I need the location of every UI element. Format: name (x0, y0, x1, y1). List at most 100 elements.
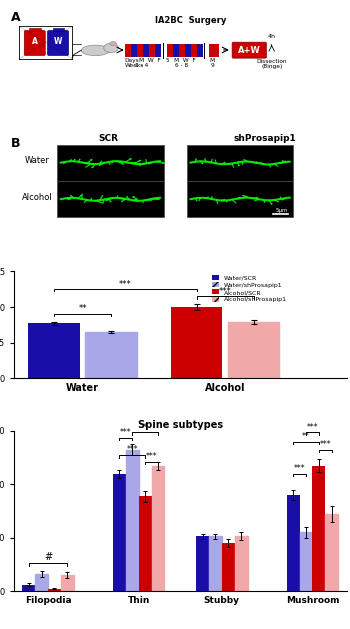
Text: A: A (11, 11, 20, 24)
Bar (313, 465, 326, 591)
Bar (61, 576, 74, 591)
Text: (Binge): (Binge) (261, 64, 282, 69)
Circle shape (238, 165, 240, 166)
Text: #: # (44, 552, 52, 562)
Bar (209, 537, 222, 591)
Bar (173, 44, 178, 57)
Bar (187, 145, 293, 181)
Bar (326, 514, 338, 591)
Text: IA2BC  Surgery: IA2BC Surgery (155, 16, 226, 25)
Text: 5: 5 (165, 58, 169, 63)
Bar (287, 495, 300, 591)
Text: ***: *** (307, 423, 318, 431)
Bar (125, 44, 131, 57)
Text: ***: *** (146, 452, 158, 461)
Text: Dissection: Dissection (257, 59, 287, 64)
Bar (85, 332, 137, 378)
Text: Alcohol: Alcohol (22, 193, 52, 202)
Text: Water: Water (25, 155, 50, 165)
Text: 4h: 4h (268, 34, 276, 39)
Circle shape (282, 160, 283, 161)
Circle shape (132, 196, 135, 198)
Text: SCR: SCR (99, 135, 119, 143)
Text: ***: *** (320, 440, 331, 449)
Text: A: A (32, 38, 38, 47)
Text: ***: *** (119, 279, 132, 289)
Bar (126, 450, 139, 591)
Circle shape (224, 199, 225, 200)
Ellipse shape (81, 45, 110, 55)
FancyBboxPatch shape (24, 31, 45, 55)
Bar (234, 537, 247, 591)
Text: **: ** (302, 432, 310, 441)
Text: W: W (54, 38, 62, 47)
Bar (113, 474, 126, 591)
Text: M: M (209, 58, 214, 63)
Bar (300, 533, 313, 591)
Bar (167, 44, 173, 57)
Circle shape (80, 195, 83, 196)
Bar (48, 589, 61, 591)
Bar (209, 44, 219, 57)
Circle shape (204, 159, 206, 160)
Circle shape (121, 201, 123, 202)
Circle shape (126, 196, 128, 198)
Bar (57, 181, 164, 217)
Bar (137, 44, 143, 57)
Bar (187, 181, 293, 217)
Circle shape (104, 43, 118, 52)
Text: 6 - 8: 6 - 8 (175, 62, 189, 67)
Circle shape (195, 159, 197, 160)
Bar (131, 44, 137, 57)
Bar (139, 496, 152, 591)
Text: ***: *** (120, 428, 132, 437)
Text: Days: Days (124, 58, 139, 63)
Circle shape (243, 159, 245, 160)
Bar (149, 44, 155, 57)
Circle shape (277, 201, 279, 202)
Bar (222, 543, 235, 591)
FancyBboxPatch shape (232, 42, 266, 58)
Circle shape (202, 163, 203, 164)
Circle shape (270, 203, 273, 204)
Text: B: B (11, 137, 20, 150)
Circle shape (282, 199, 283, 200)
Circle shape (79, 159, 80, 160)
Circle shape (150, 200, 152, 201)
Circle shape (124, 199, 125, 200)
Text: shProsapip1: shProsapip1 (234, 135, 296, 143)
Text: ***: *** (219, 287, 232, 296)
Bar (155, 44, 161, 57)
Text: M  W  F: M W F (174, 58, 195, 63)
Bar (144, 44, 149, 57)
Circle shape (162, 162, 165, 164)
Circle shape (134, 162, 136, 163)
Circle shape (91, 167, 94, 168)
Circle shape (157, 199, 160, 200)
Text: M  W  F: M W F (139, 58, 160, 63)
Circle shape (74, 159, 76, 160)
Circle shape (224, 162, 226, 163)
Bar (57, 145, 164, 181)
Bar (152, 465, 164, 591)
Circle shape (90, 159, 93, 160)
Bar (171, 307, 222, 378)
Bar (197, 44, 203, 57)
Circle shape (129, 158, 132, 160)
Bar (52, 28, 64, 31)
Circle shape (68, 199, 69, 200)
Circle shape (196, 200, 197, 201)
Bar (29, 28, 41, 31)
Bar (185, 44, 190, 57)
Text: 9: 9 (210, 62, 214, 67)
Circle shape (110, 42, 117, 46)
Circle shape (140, 165, 141, 166)
Title: Spine subtypes: Spine subtypes (138, 420, 223, 430)
FancyBboxPatch shape (48, 31, 69, 55)
Text: *: * (143, 423, 147, 431)
Text: ***: *** (126, 445, 138, 454)
Bar (228, 322, 279, 378)
Text: 5μm: 5μm (275, 208, 288, 213)
Circle shape (242, 195, 245, 196)
Circle shape (110, 201, 112, 202)
